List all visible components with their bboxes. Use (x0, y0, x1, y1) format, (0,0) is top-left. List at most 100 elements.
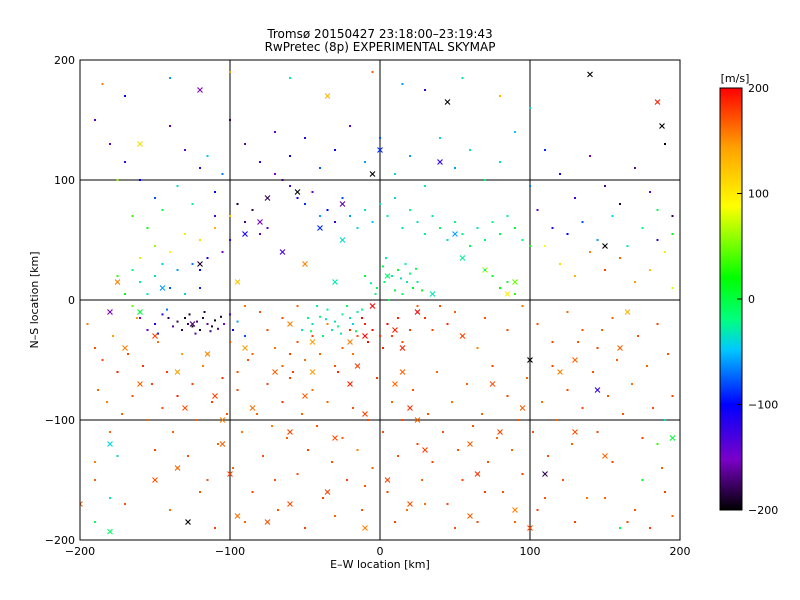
cross-marker (369, 171, 376, 177)
dot-marker (131, 269, 134, 271)
dot-marker (346, 305, 348, 307)
dot-marker (221, 377, 224, 379)
dot-marker (154, 449, 156, 451)
y-tick-label: −200 (45, 534, 75, 547)
cross-marker (264, 195, 271, 201)
dot-marker (286, 437, 288, 439)
dot-marker (514, 521, 516, 523)
dot-marker (94, 479, 96, 481)
dot-marker (374, 293, 377, 295)
dot-marker (331, 461, 333, 463)
cross-marker (152, 477, 158, 483)
cross-marker (114, 279, 121, 285)
dot-marker (326, 209, 329, 211)
dot-marker (386, 215, 389, 217)
cross-marker (242, 345, 248, 351)
dot-marker (124, 503, 126, 505)
dot-marker (139, 281, 141, 283)
dot-marker (379, 335, 381, 337)
dot-marker (427, 413, 429, 415)
cross-marker (332, 279, 338, 285)
cross-marker (519, 405, 526, 411)
cross-marker (212, 393, 218, 399)
dot-marker (499, 287, 501, 289)
dot-marker (484, 239, 486, 241)
dot-marker (161, 407, 164, 409)
cross-marker (362, 333, 368, 339)
x-tick-label: −100 (215, 545, 245, 558)
dot-marker (146, 293, 149, 295)
dot-marker (649, 191, 651, 193)
dot-marker (401, 419, 404, 421)
cross-marker (527, 525, 533, 531)
dot-marker (206, 257, 209, 259)
dot-marker (397, 317, 399, 319)
dot-marker (439, 227, 441, 229)
dot-marker (229, 341, 231, 343)
cross-marker (279, 249, 286, 255)
dot-marker (476, 521, 479, 523)
cross-marker (414, 417, 421, 423)
dot-marker (217, 327, 219, 330)
dot-marker (281, 401, 284, 403)
dot-marker (484, 179, 486, 181)
dot-marker (289, 185, 291, 187)
dot-marker (236, 371, 239, 373)
dot-marker (506, 281, 509, 283)
dot-marker (491, 365, 494, 367)
dot-marker (637, 335, 639, 337)
dot-marker (379, 203, 381, 205)
chart-subtitle: RwPretec (8p) EXPERIMENTAL SKYMAP (265, 40, 496, 54)
y-tick-label: 100 (54, 174, 75, 187)
cross-marker (654, 99, 661, 105)
dot-marker (367, 341, 369, 343)
dot-marker (511, 449, 513, 451)
dot-marker (439, 137, 441, 139)
dot-marker (187, 323, 189, 325)
dot-marker (337, 371, 339, 373)
dot-marker (146, 329, 149, 331)
dot-marker (256, 413, 258, 415)
dot-marker (589, 251, 591, 253)
dot-marker (656, 209, 659, 211)
cross-marker (317, 225, 323, 231)
dot-marker (154, 245, 156, 247)
dot-marker (529, 107, 531, 109)
dot-marker (259, 161, 261, 163)
dot-marker (307, 449, 309, 451)
dot-marker (94, 461, 96, 463)
cross-marker (234, 513, 241, 519)
dot-marker (424, 233, 426, 235)
cross-marker (602, 243, 608, 249)
dot-marker (506, 329, 509, 331)
dot-marker (409, 155, 411, 157)
dot-marker (244, 143, 246, 145)
dot-marker (352, 353, 354, 355)
cross-marker (122, 345, 128, 351)
dot-marker (274, 131, 276, 133)
cross-marker (594, 387, 601, 393)
dot-marker (334, 515, 336, 517)
cross-marker (659, 123, 665, 129)
dot-marker (176, 395, 179, 397)
cross-marker (437, 159, 443, 165)
dot-marker (196, 419, 198, 421)
dot-marker (341, 313, 344, 316)
dot-marker (209, 330, 212, 333)
dot-marker (166, 371, 168, 373)
dot-marker (364, 275, 366, 277)
dot-marker (577, 341, 579, 343)
dot-marker (454, 167, 456, 169)
cross-marker (137, 381, 143, 387)
dot-marker (199, 239, 201, 241)
dot-marker (491, 275, 494, 277)
dot-marker (266, 383, 269, 385)
dot-marker (401, 341, 404, 343)
dot-marker (157, 341, 159, 343)
cross-marker (444, 99, 451, 105)
dot-marker (251, 353, 254, 355)
dot-marker (226, 413, 228, 415)
cross-marker (219, 417, 226, 423)
dot-marker (404, 263, 407, 265)
cross-marker (347, 339, 353, 345)
